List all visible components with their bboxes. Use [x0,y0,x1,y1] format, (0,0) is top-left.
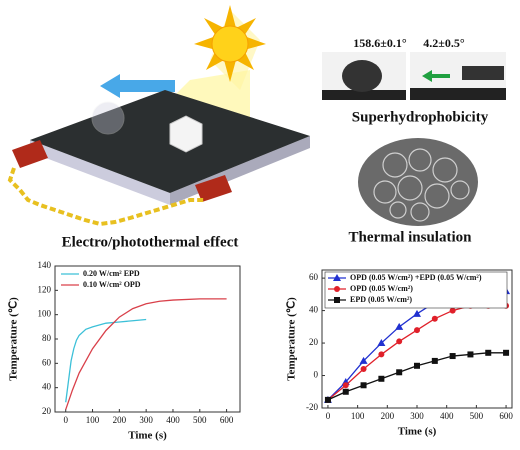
series-line [65,298,227,410]
y-tick-label: 20 [42,406,52,416]
legend-label: 0.10 W/cm² OPD [83,280,141,289]
photo-substrate [322,90,406,100]
legend-frame [324,271,508,309]
electrode [195,175,232,202]
marker [334,297,340,303]
panel-title: Thermal insulation [349,229,473,245]
x-tick-label: 300 [139,415,153,425]
y-tick-label: 20 [309,337,319,347]
x-axis-label: Time (s) [128,430,167,442]
x-tick-label: 200 [381,411,395,421]
marker [324,396,331,403]
marker [333,274,341,281]
photo-substrate [410,88,506,100]
marker [467,351,474,358]
x-tick-label: 400 [440,411,454,421]
y-tick-label: 0 [314,370,319,380]
x-tick-label: 200 [113,415,127,425]
marker [449,307,456,314]
wire [7,167,205,227]
y-axis-label: Temperature (℃) [286,297,298,381]
x-tick-label: 400 [166,415,180,425]
series-line [327,305,507,401]
y-tick-label: 60 [309,272,319,282]
x-tick-label: 300 [410,411,424,421]
photo-droplet [462,66,504,80]
y-tick-label: 40 [309,305,319,315]
marker [414,362,420,369]
heat-arrow [100,74,175,98]
marker [360,366,367,373]
sun [211,25,249,63]
marker [431,315,438,322]
marker [342,388,349,395]
panel-title: Superhydrophobicity [352,109,489,125]
droplet [91,101,125,135]
angle-label: 4.2±0.5° [423,36,465,50]
x-tick-label: 0 [63,415,68,425]
panel-title: Electro/photothermal effect [62,234,239,250]
x-tick-label: 100 [86,415,100,425]
series-line [65,318,147,403]
y-tick-label: 140 [38,260,52,270]
y-axis-label: Temperature (℃) [8,297,20,381]
x-tick-label: 600 [220,415,234,425]
marker [396,369,403,376]
photo-droplet [342,60,382,92]
arrow [422,70,450,82]
board-side [30,140,170,205]
x-tick-label: 500 [470,411,484,421]
x-axis-label: Time (s) [398,426,437,438]
x-tick-label: 500 [193,415,207,425]
marker [503,349,510,356]
x-tick-label: 600 [499,411,513,421]
marker [396,338,403,345]
y-tick-label: 60 [42,357,52,367]
y-tick-label: 120 [38,284,52,294]
marker [413,309,421,317]
legend-label: 0.20 W/cm² EPD [83,269,140,278]
marker [342,382,349,389]
marker [377,339,386,347]
marker [378,375,385,382]
marker [360,382,367,389]
legend-label: OPD (0.05 W/cm²) [350,284,413,293]
y-tick-label: 80 [42,333,52,343]
marker [449,353,456,360]
marker [378,351,385,358]
marker [359,356,368,364]
x-tick-label: 100 [351,411,365,421]
marker [485,349,492,356]
marker [334,286,340,292]
foam-cells [373,148,470,222]
y-tick-label: 40 [42,382,52,392]
electrode [12,140,48,168]
angle-label: 158.6±0.1° [353,36,407,50]
foam-image [358,138,478,226]
legend-label: EPD (0.05 W/cm²) [350,295,412,304]
y-tick-label: -20 [306,402,318,412]
x-tick-label: 0 [326,411,331,421]
legend-label: OPD (0.05 W/cm²) +EPD (0.05 W/cm²) [350,273,482,282]
y-tick-label: 100 [38,309,52,319]
marker [395,322,404,330]
marker [431,357,438,364]
marker [414,327,420,334]
cube [169,115,203,153]
illustration [7,5,506,227]
